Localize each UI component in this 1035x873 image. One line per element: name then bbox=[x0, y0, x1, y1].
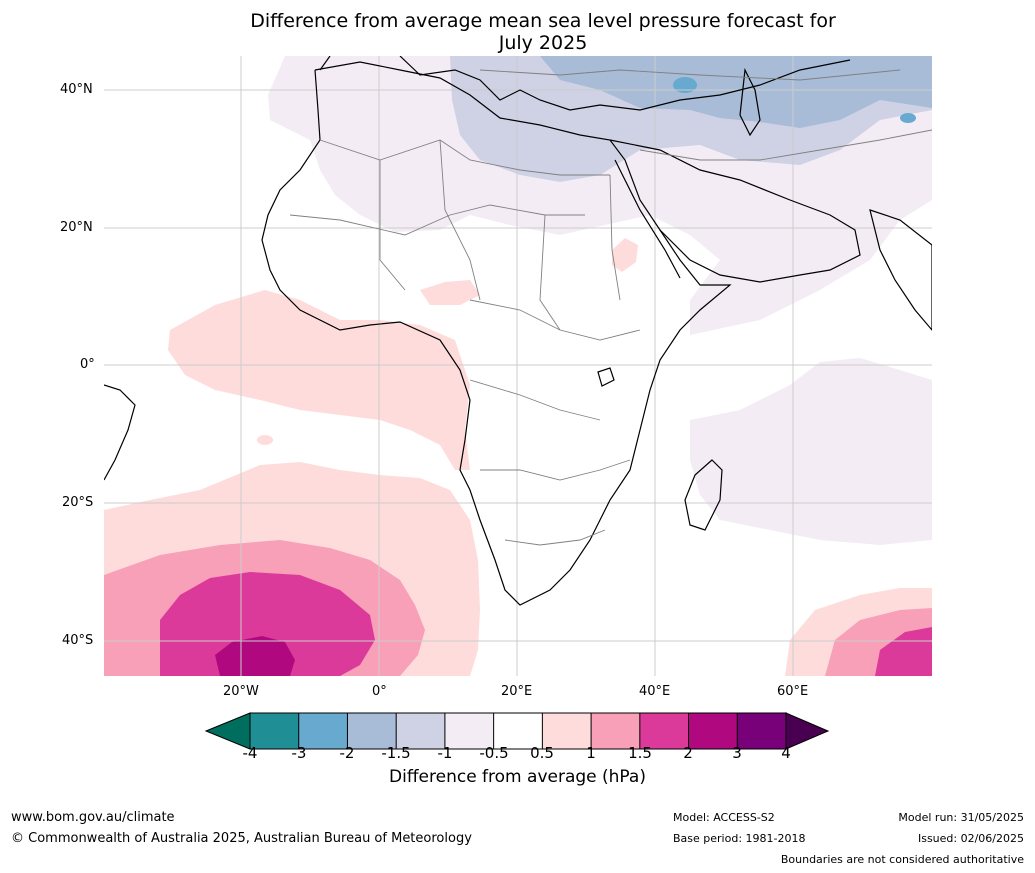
boundary-vertical-4 bbox=[609, 174, 621, 301]
anomaly-east-africa-pos05 bbox=[612, 238, 638, 272]
footer-copyright: © Commonwealth of Australia 2025, Austra… bbox=[11, 831, 472, 846]
coastline-madagascar bbox=[684, 459, 723, 531]
anomaly-south-atlantic-pos2 bbox=[215, 636, 295, 676]
anomaly-north-neg15 bbox=[540, 56, 932, 128]
lon-label-40e: 40°E bbox=[639, 684, 671, 699]
boundary-congo bbox=[469, 379, 601, 421]
boundary-vertical-3 bbox=[539, 214, 561, 331]
boundary-vertical-2 bbox=[439, 139, 481, 301]
colorbar-over-triangle bbox=[785, 712, 830, 750]
anomaly-sahel-pos05 bbox=[420, 280, 480, 305]
coastline-south-america bbox=[104, 384, 136, 481]
lat-label-20n: 20°N bbox=[60, 220, 93, 235]
map-title-line1: Difference from average mean sea level p… bbox=[250, 10, 836, 32]
map-panel bbox=[104, 56, 932, 676]
colorbar-segment bbox=[736, 712, 787, 750]
boundary-south-africa bbox=[504, 529, 606, 546]
colorbar-tick: -3 bbox=[291, 744, 307, 762]
anomaly-south-atlantic-pos15 bbox=[160, 572, 375, 676]
footer-base-period: Base period: 1981-2018 bbox=[673, 832, 806, 845]
colorbar-segment bbox=[395, 712, 446, 750]
colorbar-tick: -0.5 bbox=[479, 744, 509, 762]
lon-label-0: 0° bbox=[372, 684, 387, 699]
colorbar-tick: -1.5 bbox=[381, 744, 411, 762]
map-title-line2: July 2025 bbox=[498, 32, 588, 54]
coastline-red-sea bbox=[614, 159, 681, 279]
boundary-vertical-1 bbox=[379, 160, 406, 291]
boundary-central bbox=[469, 299, 641, 341]
boundary-europe bbox=[479, 69, 901, 81]
country-boundaries bbox=[289, 69, 932, 546]
footer-model-run: Model run: 31/05/2025 bbox=[898, 811, 1024, 824]
lat-label-40s: 40°S bbox=[62, 633, 94, 648]
footer-issued: Issued: 02/06/2025 bbox=[917, 832, 1024, 845]
anomaly-spot-neg2-b bbox=[900, 113, 916, 123]
colorbar bbox=[204, 712, 830, 750]
footer-disclaimer: Boundaries are not considered authoritat… bbox=[780, 853, 1024, 866]
anomaly-atlantic-pos05 bbox=[168, 290, 470, 470]
colorbar-tick: 3 bbox=[732, 744, 742, 762]
colorbar-tick: 2 bbox=[683, 744, 693, 762]
lat-label-0: 0° bbox=[80, 357, 95, 372]
anomaly-spot-pos05 bbox=[257, 435, 273, 445]
colorbar-tick: -1 bbox=[437, 744, 453, 762]
lat-label-20s: 20°S bbox=[62, 495, 94, 510]
colorbar-segments bbox=[249, 712, 787, 750]
boundary-middle-east bbox=[639, 129, 932, 161]
lat-label-40n: 40°N bbox=[60, 82, 93, 97]
lon-label-60e: 60°E bbox=[777, 684, 809, 699]
coastline-lake-victoria bbox=[597, 367, 615, 387]
colorbar-tick: 0.5 bbox=[530, 744, 554, 762]
anomaly-spot-neg2-a bbox=[673, 77, 697, 93]
gridlines bbox=[104, 56, 932, 676]
colorbar-frame bbox=[249, 712, 787, 750]
colorbar-segment bbox=[444, 712, 495, 750]
anomaly-south-indian-pos15 bbox=[875, 627, 932, 676]
colorbar-segment bbox=[688, 712, 739, 750]
footer-model: Model: ACCESS-S2 bbox=[673, 811, 775, 824]
anomaly-indian-ocean-neg05 bbox=[690, 358, 932, 545]
lon-label-20e: 20°E bbox=[501, 684, 533, 699]
colorbar-title: Difference from average (hPa) bbox=[389, 767, 646, 787]
coastline-mediterranean-europe bbox=[319, 56, 851, 111]
colorbar-tick: 1 bbox=[586, 744, 596, 762]
map-title: Difference from average mean sea level p… bbox=[0, 10, 1035, 54]
coastline-india bbox=[869, 209, 932, 331]
colorbar-tick: -2 bbox=[339, 744, 355, 762]
colorbar-tick: -4 bbox=[242, 744, 258, 762]
colorbar-tick: 1.5 bbox=[628, 744, 652, 762]
coastline-caspian bbox=[739, 67, 761, 137]
colorbar-tick: 4 bbox=[781, 744, 791, 762]
coastlines bbox=[104, 56, 932, 606]
lon-label-20w: 20°W bbox=[223, 684, 259, 699]
coastline-africa bbox=[261, 61, 732, 606]
coastline-arabia bbox=[609, 139, 861, 283]
footer-website: www.bom.gov.au/climate bbox=[11, 810, 175, 825]
boundary-southern bbox=[480, 459, 631, 481]
